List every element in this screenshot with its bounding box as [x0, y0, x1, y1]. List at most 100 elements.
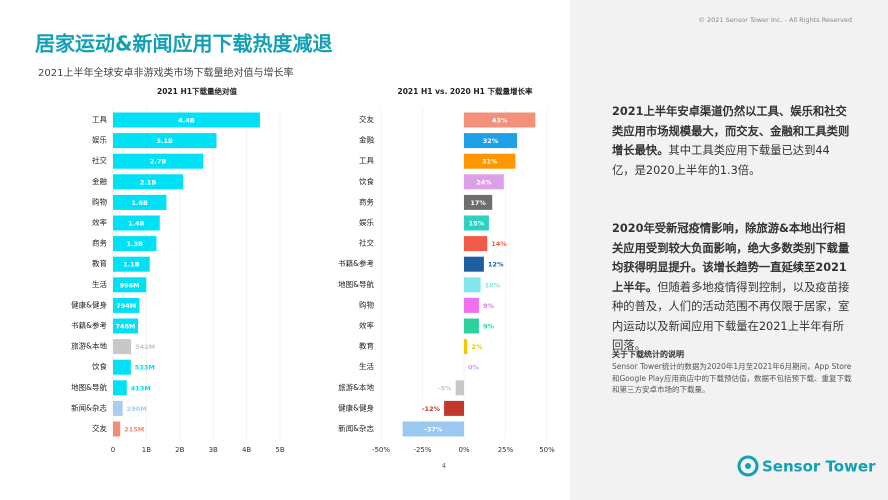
category-label: 效率	[359, 320, 374, 330]
note-text: Sensor Tower统计的数据为2020年1月至2021年6月期间，App …	[612, 362, 852, 394]
value-label: 1.3B	[126, 240, 143, 248]
value-label: 1.4B	[128, 220, 145, 228]
value-label: 3.1B	[157, 137, 174, 145]
value-label: 413M	[131, 384, 151, 392]
paragraph: 2020年受新冠疫情影响，除旅游&本地出行相关应用受到较大负面影响，绝大多数类别…	[612, 219, 852, 356]
bar	[113, 400, 123, 416]
category-label: 购物	[92, 196, 107, 206]
paragraph: 2021上半年安卓渠道仍然以工具、娱乐和社交类应用市场规模最大，而交友、金融和工…	[612, 102, 852, 180]
category-label: 新闻&杂志	[338, 423, 374, 433]
category-label: 健康&健身	[338, 402, 374, 412]
x-tick-label: 25%	[498, 446, 514, 454]
category-label: 社交	[359, 238, 374, 248]
value-label: 290M	[127, 405, 147, 413]
value-label: 2%	[471, 343, 483, 351]
slide-subtitle: 2021上半年全球安卓非游戏类市场下载量绝对值与增长率	[38, 66, 293, 79]
slide-title: 居家运动&新闻应用下载热度减退	[35, 32, 332, 56]
category-label: 书籍&参考	[71, 320, 107, 330]
bar	[113, 194, 167, 210]
category-label: 商务	[359, 196, 374, 206]
bar	[464, 236, 488, 252]
value-label: -5%	[438, 384, 452, 392]
chart-title: 2021 H1下载量绝对值	[157, 86, 237, 96]
text: 但随着多地疫情得到控制，以及疫苗接种的普及，人们的活动范围不再仅限于居家，室内运…	[612, 280, 850, 353]
value-label: 10%	[485, 281, 501, 289]
bar	[464, 256, 484, 272]
value-label: 9%	[483, 302, 495, 310]
value-label: -12%	[422, 405, 441, 413]
chart-title: 2021 H1 vs. 2020 H1 下载量增长率	[398, 86, 533, 96]
bar	[113, 256, 150, 272]
bar	[455, 380, 464, 396]
bar	[113, 318, 138, 334]
category-label: 娱乐	[92, 135, 107, 145]
category-label: 地图&导航	[71, 382, 107, 392]
bar	[113, 153, 204, 169]
bold-text: 2021上半年安卓渠道仍然以工具、娱乐和社交类应用市场规模最大，而交友、金融和工…	[612, 105, 850, 157]
bar	[464, 174, 504, 190]
category-label: 交友	[92, 423, 107, 433]
bar	[113, 174, 184, 190]
x-tick-label: 0%	[458, 446, 469, 454]
x-tick-label: -25%	[413, 446, 431, 454]
category-label: 新闻&杂志	[71, 402, 107, 412]
bar	[444, 400, 464, 416]
logo-text: Sensor Tower	[762, 458, 876, 476]
category-label: 购物	[359, 299, 374, 309]
value-label: 0%	[468, 364, 480, 372]
text: 其中工具类应用下载量已达到44亿，是2020上半年的1.3倍。	[612, 144, 830, 177]
bar	[113, 236, 157, 252]
copyright: © 2021 Sensor Tower Inc. - All Rights Re…	[698, 16, 852, 24]
value-label: 4.4B	[178, 117, 195, 125]
value-label: -37%	[424, 426, 443, 434]
value-label: 17%	[470, 199, 486, 207]
category-label: 社交	[92, 155, 107, 165]
category-label: 书籍&参考	[338, 258, 374, 268]
x-tick-label: 3B	[209, 446, 218, 454]
category-label: 地图&导航	[338, 279, 374, 289]
value-label: 748M	[115, 323, 135, 331]
page-number: 4	[442, 462, 447, 470]
bar	[113, 215, 160, 231]
category-label: 饮食	[359, 176, 374, 186]
x-tick-label: 1B	[142, 446, 151, 454]
bar	[464, 318, 479, 334]
value-label: 24%	[476, 178, 492, 186]
value-label: 14%	[491, 240, 507, 248]
value-label: 15%	[469, 220, 485, 228]
category-label: 健康&健身	[71, 299, 107, 309]
value-label: 43%	[492, 117, 508, 125]
value-label: 2.1B	[140, 178, 157, 186]
value-label: 996M	[120, 281, 140, 289]
bar	[402, 421, 464, 437]
bar	[464, 153, 516, 169]
bar	[113, 133, 217, 149]
value-label: 794M	[116, 302, 136, 310]
logo-icon-dot	[745, 463, 751, 469]
bar	[113, 380, 127, 396]
bar	[464, 339, 468, 355]
category-label: 生活	[92, 279, 107, 289]
bar	[464, 277, 481, 293]
category-label: 交友	[359, 114, 374, 124]
note-title: 关于下载统计的说明	[612, 350, 684, 359]
bar	[113, 112, 260, 128]
category-label: 教育	[92, 258, 107, 268]
category-label: 工具	[359, 156, 374, 165]
value-label: 2.7B	[150, 158, 167, 166]
charts: 居家运动&新闻应用下载热度减退 2021上半年全球安卓非游戏类市场下载量绝对值与…	[35, 32, 555, 471]
category-label: 娱乐	[359, 217, 374, 227]
category-label: 商务	[92, 238, 107, 248]
x-tick-label: 0	[111, 446, 115, 454]
bar	[113, 359, 131, 375]
value-label: 1.6B	[131, 199, 148, 207]
bar	[464, 215, 489, 231]
x-tick-label: -50%	[372, 446, 390, 454]
category-label: 旅游&本地	[338, 382, 374, 392]
bar	[464, 112, 536, 128]
category-label: 工具	[92, 115, 107, 124]
category-label: 金融	[359, 135, 374, 145]
bold-text: 2020年受新冠疫情影响，除旅游&本地出行相关应用受到较大负面影响，绝大多数类别…	[612, 222, 850, 294]
value-label: 542M	[135, 343, 155, 351]
